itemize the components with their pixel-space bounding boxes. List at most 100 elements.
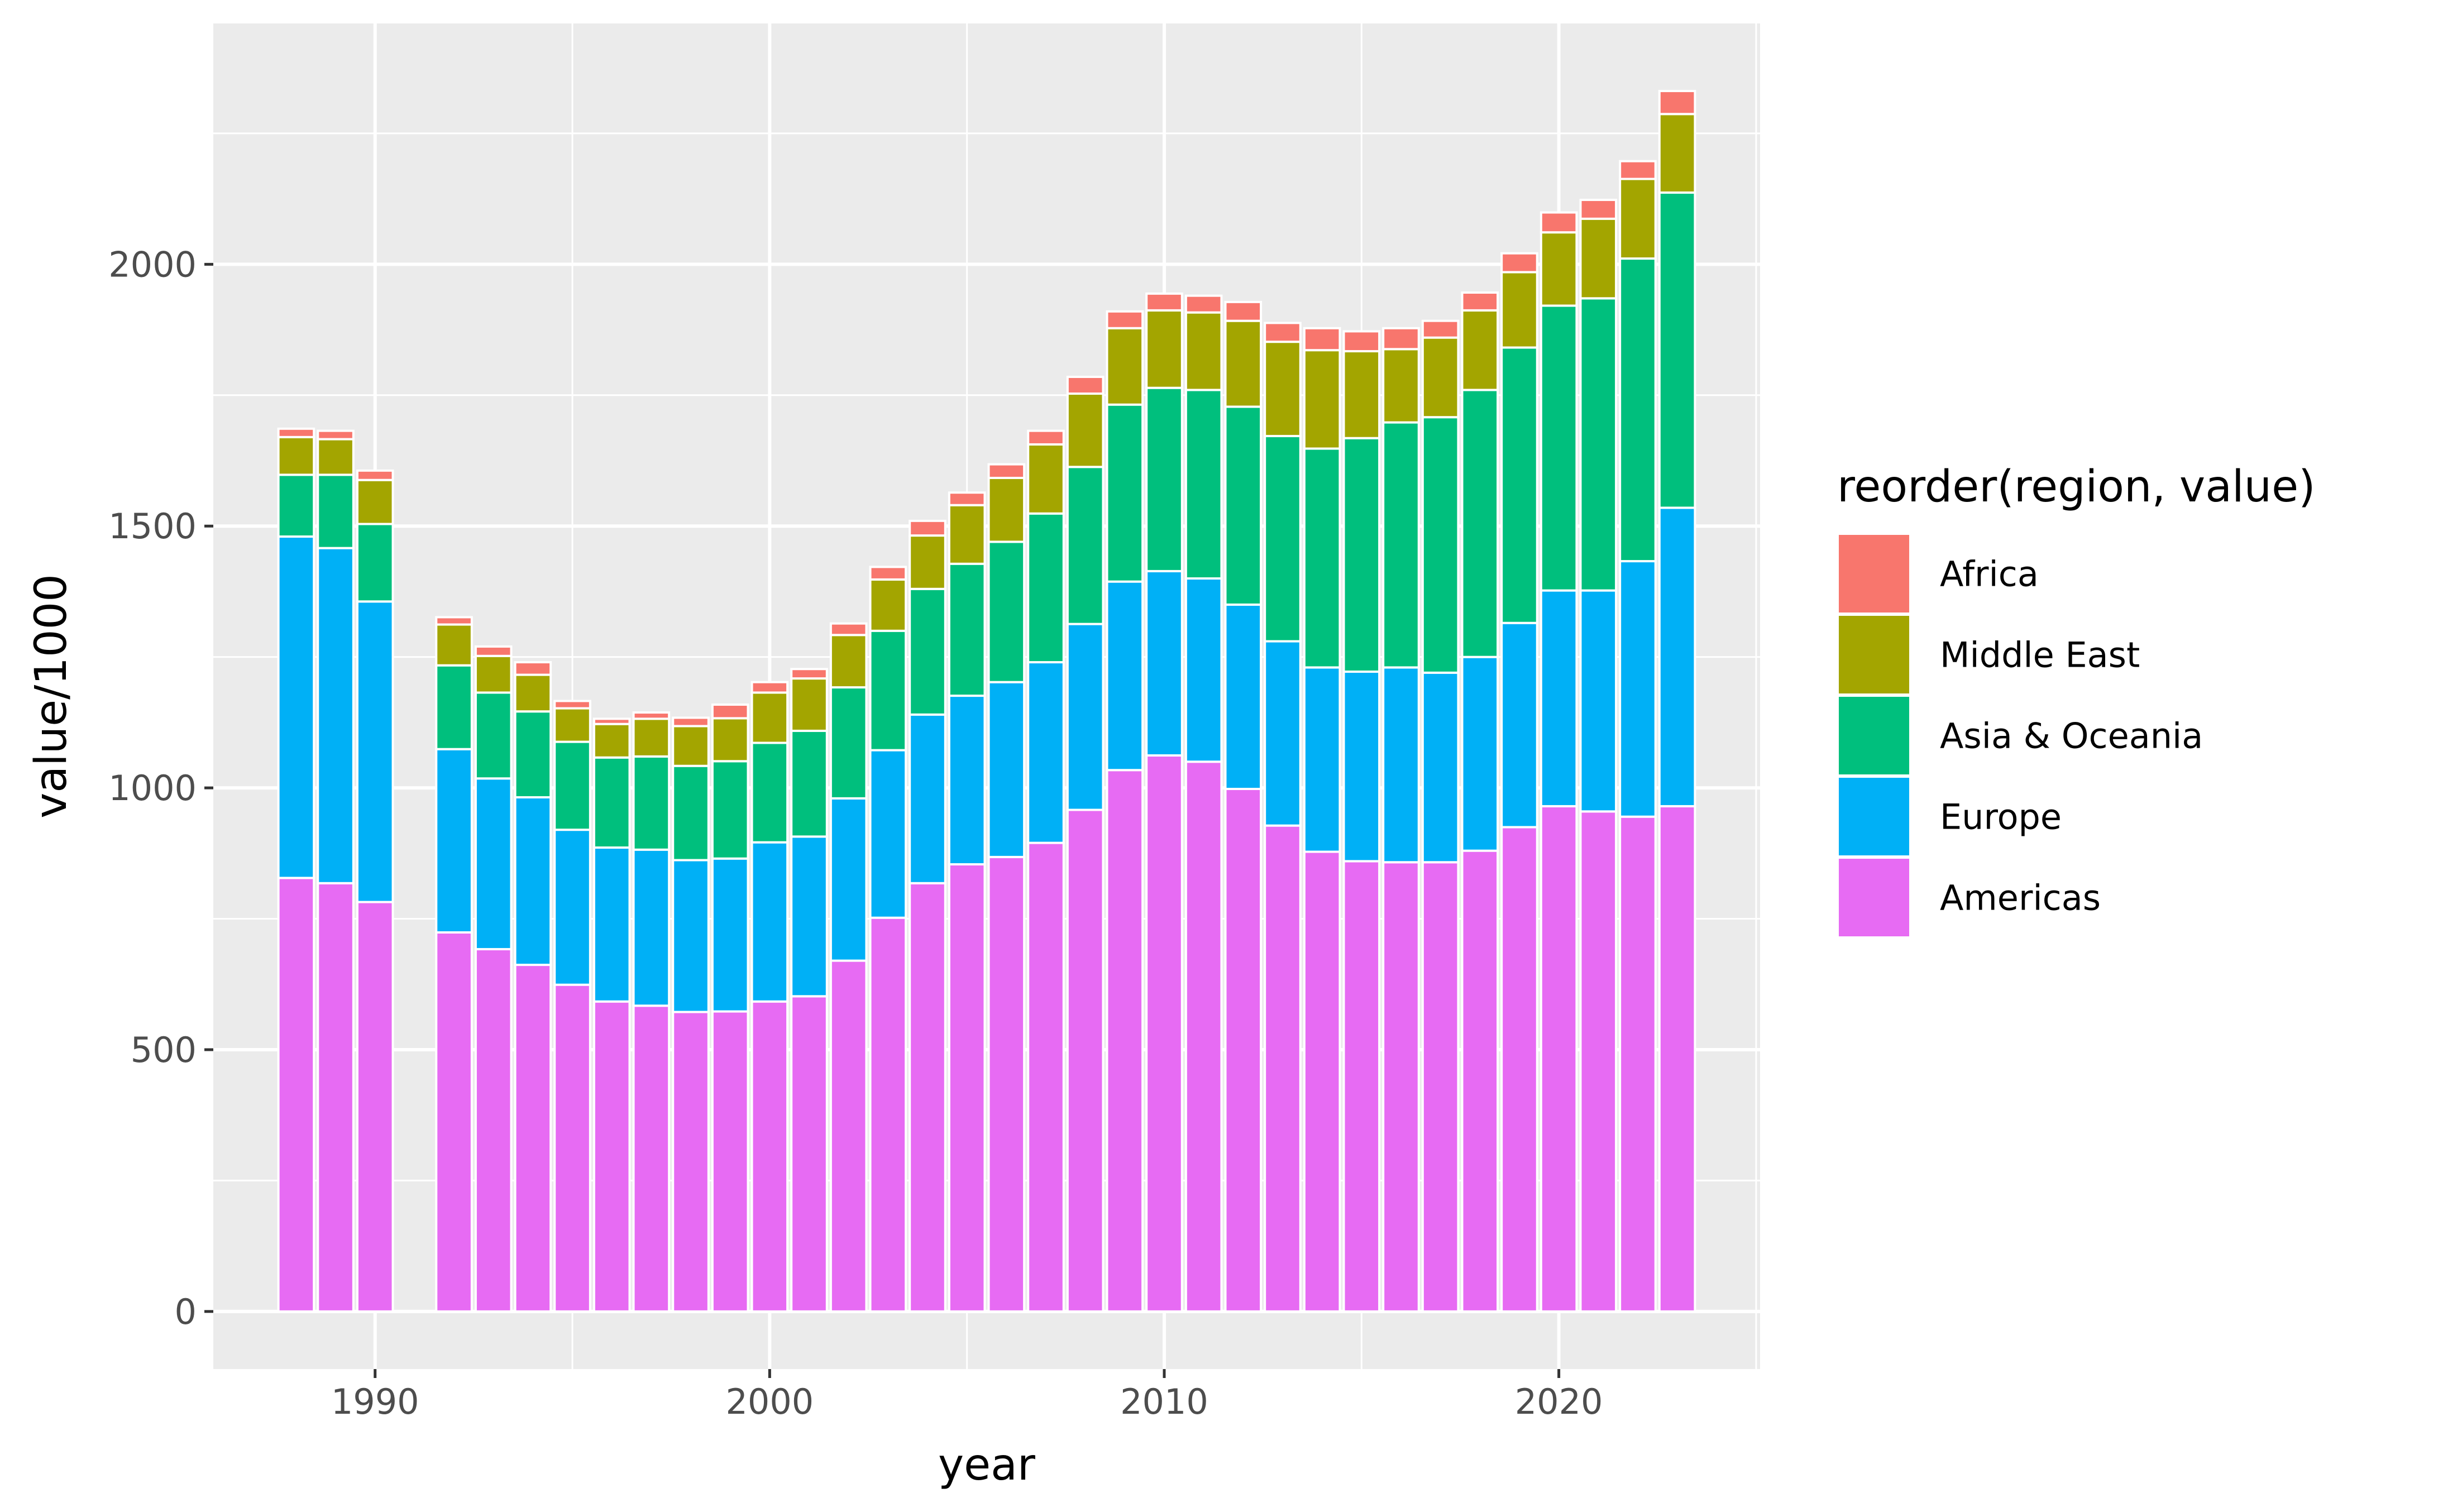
legend-key-americas [1835,855,1913,940]
x-tick-label: 2020 [1515,1381,1603,1422]
bar-africa-2013 [1264,322,1302,343]
bar-asia-oceania-2007 [1027,512,1065,664]
bar-africa-2017 [1421,319,1460,339]
bar-americas-2001 [790,995,828,1313]
bar-asia-oceania-2012 [1224,405,1263,606]
bar-europe-2020 [1540,589,1578,807]
bar-europe-2002 [829,797,868,962]
bar-middle-east-2021 [1579,217,1618,300]
bar-americas-2010 [1145,754,1183,1313]
bar-africa-2006 [987,463,1026,479]
bar-africa-2020 [1540,211,1578,234]
bar-middle-east-1994 [514,673,552,713]
bar-middle-east-1988 [277,436,315,476]
legend-label: Europe [1940,797,2062,838]
bar-europe-2005 [948,695,986,866]
bar-asia-oceania-2000 [750,741,789,844]
bar-middle-east-2013 [1264,341,1302,437]
bar-middle-east-1989 [317,438,355,476]
bar-africa-2011 [1184,294,1223,314]
bar-asia-oceania-2013 [1264,434,1302,643]
bar-asia-oceania-1999 [711,760,749,860]
bar-africa-2014 [1303,327,1341,352]
bar-africa-2019 [1500,252,1538,274]
bar-africa-2004 [909,519,946,537]
bar-asia-oceania-2019 [1500,346,1538,624]
bar-americas-2022 [1619,815,1657,1313]
bar-africa-1993 [474,645,513,657]
bar-europe-2019 [1500,621,1538,829]
bar-middle-east-2017 [1421,336,1460,419]
bar-asia-oceania-2006 [987,540,1026,683]
bar-middle-east-2005 [948,504,986,565]
bar-americas-2017 [1421,861,1460,1313]
bar-africa-2003 [869,566,907,581]
bar-middle-east-1996 [592,722,631,759]
bar-africa-2015 [1342,330,1381,353]
bar-europe-1989 [317,547,355,884]
bar-europe-1998 [672,859,710,1013]
bar-americas-1999 [711,1010,749,1313]
bar-americas-2008 [1066,808,1105,1313]
bar-europe-1997 [632,848,671,1007]
bar-asia-oceania-2014 [1303,447,1341,669]
bar-europe-2022 [1619,560,1657,818]
bar-middle-east-2007 [1027,443,1065,515]
bar-africa-2008 [1066,375,1105,395]
bar-asia-oceania-2021 [1579,297,1618,592]
bar-europe-2013 [1264,640,1302,827]
bar-asia-oceania-2009 [1106,403,1144,583]
y-tick-label: 500 [131,1030,197,1070]
bar-middle-east-2015 [1342,350,1381,439]
bar-europe-1992 [435,748,473,934]
bar-americas-2006 [987,855,1026,1313]
bar-europe-2008 [1066,623,1105,811]
bar-asia-oceania-2020 [1540,304,1578,592]
bar-asia-oceania-1989 [317,473,355,549]
bar-middle-east-2006 [987,476,1026,543]
bar-europe-2001 [790,835,828,998]
bar-americas-2007 [1027,841,1065,1313]
bar-americas-2021 [1579,810,1618,1313]
bar-africa-1999 [711,704,749,720]
bar-africa-1989 [317,429,355,441]
bar-americas-2023 [1658,805,1696,1313]
x-axis: 1990 2000 2010 2020 [331,1369,1603,1422]
bar-middle-east-2001 [790,677,828,732]
bar-asia-oceania-1994 [514,710,552,798]
bar-europe-2003 [869,749,907,919]
bar-asia-oceania-2018 [1461,389,1499,658]
bar-asia-oceania-1990 [356,523,394,603]
bar-africa-2023 [1658,89,1696,116]
bar-europe-2018 [1461,655,1499,852]
bar-europe-2016 [1382,666,1420,864]
bar-asia-oceania-2004 [909,587,946,716]
y-axis-title: value/1000 [26,574,77,819]
bar-asia-oceania-2010 [1145,386,1183,572]
bar-middle-east-1993 [474,654,513,694]
bar-asia-oceania-2005 [948,562,986,697]
bar-asia-oceania-2008 [1066,466,1105,625]
bar-europe-2007 [1027,661,1065,844]
bar-europe-2014 [1303,666,1341,853]
bar-africa-1992 [435,616,473,626]
bar-asia-oceania-2011 [1184,389,1223,580]
bar-middle-east-1990 [356,479,394,525]
bar-americas-1994 [514,964,552,1313]
bar-americas-1988 [277,877,315,1313]
bar-middle-east-2018 [1461,309,1499,391]
bar-europe-2009 [1106,580,1144,772]
bar-middle-east-2012 [1224,319,1263,408]
bar-africa-1997 [632,711,671,720]
bar-africa-2010 [1145,292,1183,312]
legend-key-europe [1835,774,1913,859]
bar-asia-oceania-2003 [869,629,907,752]
legend-key-middle-east [1835,613,1913,697]
bar-middle-east-2023 [1658,113,1696,194]
bar-asia-oceania-2015 [1342,437,1381,673]
bars [277,89,1696,1313]
bar-asia-oceania-2016 [1382,421,1420,669]
bar-americas-1997 [632,1004,671,1313]
bar-europe-1996 [592,846,631,1003]
bar-americas-2003 [869,916,907,1313]
